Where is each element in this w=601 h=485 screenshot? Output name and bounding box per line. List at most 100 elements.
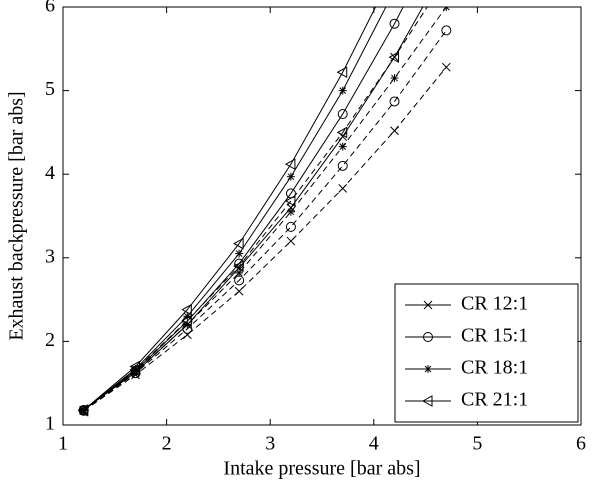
x-tick-label: 1 [58,433,68,455]
marker [336,66,348,79]
marker-stroke [441,62,451,72]
legend-label: CR 21:1 [461,389,528,411]
marker-triangle [336,126,348,139]
marker-triangle [233,260,244,273]
legend-label: CR 12:1 [461,293,528,315]
marker-triangle [181,303,192,316]
marker-stroke [390,126,399,136]
marker-stroke [442,7,448,11]
legend-label: CR 15:1 [461,325,528,347]
marker-circle [337,160,348,171]
marker [389,18,400,29]
marker-triangle [284,195,296,207]
marker-triangle [336,66,348,79]
marker-circle [389,18,400,29]
marker [285,221,296,232]
marker-stroke [287,208,295,216]
marker [181,303,192,316]
marker-stroke [286,236,296,246]
marker-stroke [423,300,433,310]
y-tick-label: 4 [45,162,55,184]
x-tick-label: 5 [472,433,482,455]
marker [390,126,399,136]
marker-circle [337,109,348,120]
marker-stroke [235,250,243,257]
marker [423,332,433,342]
legend: CR 12:1 CR 15:1 CR 18:1 CR 21:1 [394,283,579,423]
marker [441,25,452,36]
y-tick-label: 3 [45,245,55,267]
marker [234,286,244,296]
series-line [83,7,404,411]
marker [338,86,347,95]
marker [337,160,348,171]
y-tick-label: 2 [45,329,55,351]
marker [389,96,400,107]
marker-stroke [234,286,244,296]
x-axis-label: Intake pressure [bar abs] [223,458,420,480]
marker-circle [423,332,433,342]
marker-stroke [391,74,398,82]
marker-stroke [338,132,348,141]
legend-label: CR 18:1 [461,357,528,379]
marker-circle [285,221,296,232]
marker-stroke [424,365,432,373]
marker-circle [441,25,452,36]
plot-layer [77,7,452,417]
marker [233,260,244,273]
marker-triangle [129,363,141,376]
marker-stroke [132,368,139,375]
marker-stroke [339,143,347,150]
marker [233,237,244,250]
marker-triangle [421,395,433,407]
marker [441,62,451,72]
dashed-line [83,66,447,412]
marker [286,172,295,181]
x-tick-label: 3 [265,433,275,455]
marker-stroke [183,321,191,329]
marker [235,268,244,277]
dashed-line [83,30,447,412]
y-tick-label: 5 [45,78,55,100]
y-tick-label: 6 [45,0,55,17]
dashed-line [83,7,447,412]
marker-stroke [182,330,192,340]
marker-stroke [338,184,348,193]
x-tick-label: 6 [576,433,586,455]
marker-stroke [339,87,347,94]
marker-triangle [77,404,89,417]
series-line [83,7,424,411]
marker-triangle [181,314,192,327]
marker [337,109,348,120]
marker [338,184,348,193]
marker [182,330,192,340]
y-tick-label: 1 [45,413,55,435]
marker [336,126,348,139]
marker-triangle [388,51,400,64]
x-tick-label: 4 [369,433,379,455]
marker-triangle [284,158,296,171]
marker [338,142,347,151]
marker [235,249,244,258]
marker [181,314,192,327]
marker [286,236,296,246]
marker-stroke [287,173,295,181]
marker-circle [389,96,400,107]
marker [421,395,433,407]
marker-triangle [233,237,244,250]
marker [284,195,296,207]
marker-stroke [235,269,243,277]
dashed-line [83,7,428,412]
x-tick-label: 2 [162,433,172,455]
y-axis-label: Exhaust backpressure [bar abs] [6,91,28,340]
marker [388,51,400,64]
marker-stroke [445,7,450,11]
marker [129,363,141,376]
marker [442,7,451,11]
marker [284,158,296,171]
marker [390,74,399,83]
marker [423,300,433,310]
marker [77,404,89,417]
